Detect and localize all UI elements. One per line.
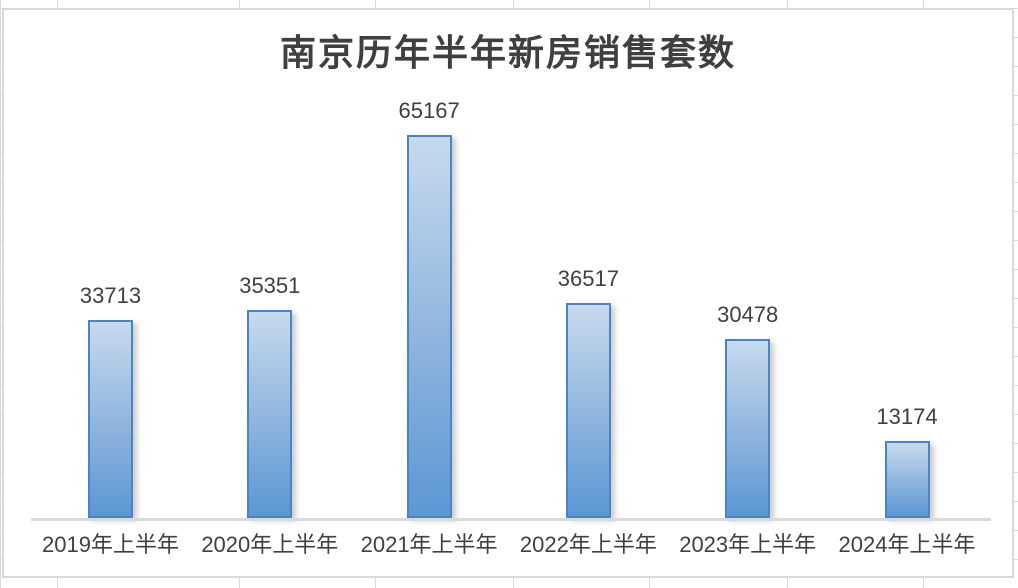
category-label: 2019年上半年 (42, 532, 179, 557)
category-label: 2024年上半年 (838, 532, 976, 557)
value-label: 35351 (239, 273, 301, 298)
value-label: 33713 (79, 283, 142, 308)
value-label: 65167 (398, 98, 460, 123)
spreadsheet-column-gridline (0, 0, 1, 588)
category-label: 2023年上半年 (679, 532, 817, 557)
bar-2022年上半年[interactable] (565, 303, 611, 518)
value-label: 30478 (717, 302, 779, 327)
bar-2019年上半年[interactable] (88, 320, 133, 518)
bar-2024年上半年[interactable] (884, 441, 930, 518)
category-label: 2021年上半年 (360, 532, 498, 557)
x-axis-line (31, 518, 991, 521)
category-label: 2020年上半年 (201, 532, 339, 557)
value-label: 36517 (557, 266, 619, 291)
bar-2020年上半年[interactable] (247, 310, 293, 518)
chart-title: 南京历年半年新房销售套数 (279, 32, 736, 73)
category-label: 2022年上半年 (519, 532, 657, 557)
value-label: 13174 (876, 404, 938, 429)
chart-area[interactable]: 南京历年半年新房销售套数 33713 35351 65167 36517 30478 13… (2, 8, 1014, 578)
bar-2021年上半年[interactable] (406, 135, 452, 518)
bar-2023年上半年[interactable] (725, 339, 771, 518)
